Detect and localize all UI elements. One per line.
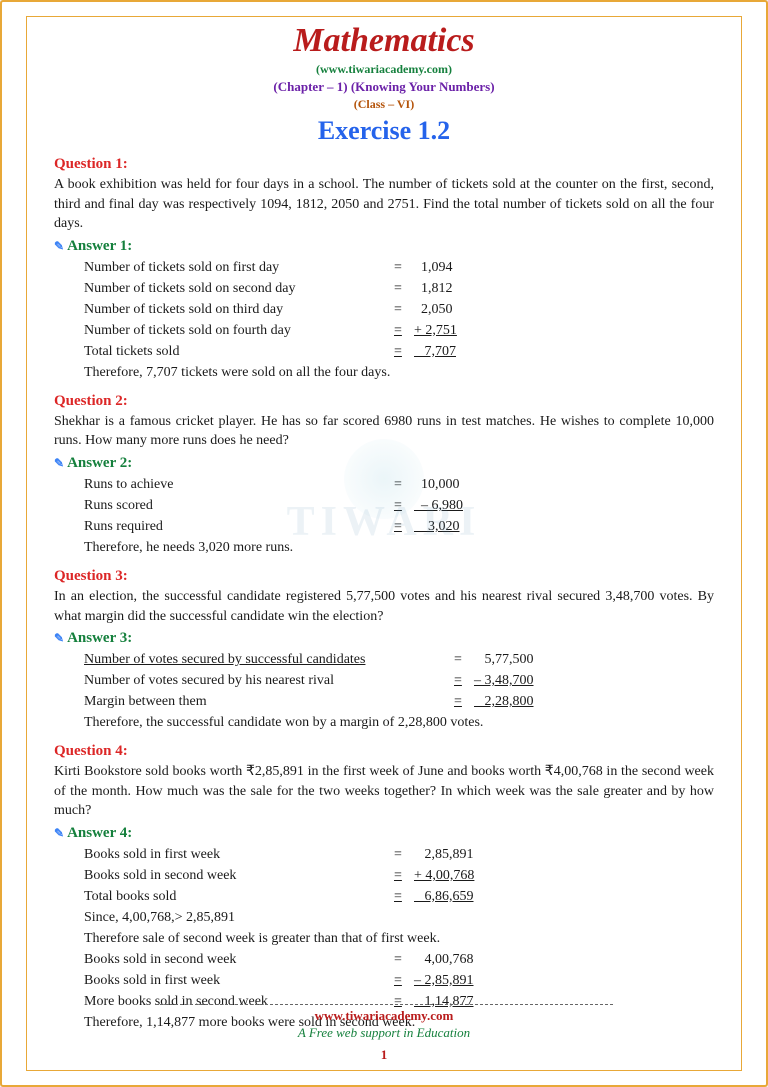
comparison-line: Therefore sale of second week is greater… xyxy=(54,928,714,949)
website-line: (www.tiwariacademy.com) xyxy=(32,62,736,77)
calc-desc: Number of votes secured by successful ca… xyxy=(84,649,454,670)
calc-desc: Number of tickets sold on third day xyxy=(84,299,394,320)
document-page: TIWARI Mathematics (www.tiwariacademy.co… xyxy=(0,0,768,1087)
question-label: Question 2: xyxy=(54,393,714,410)
question-label: Question 1: xyxy=(54,156,714,173)
calc-desc: Books sold in first week xyxy=(84,970,394,991)
content-body: Question 1: A book exhibition was held f… xyxy=(32,156,736,1033)
calc-desc: Number of tickets sold on first day xyxy=(84,257,394,278)
calc-desc: Number of votes secured by his nearest r… xyxy=(84,670,454,691)
calc-value: + 4,00,768 xyxy=(414,865,474,886)
document-header: Mathematics (www.tiwariacademy.com) (Cha… xyxy=(32,22,736,146)
calc-desc: Books sold in first week xyxy=(84,844,394,865)
calc-desc: Books sold in second week xyxy=(84,949,394,970)
calc-desc: Total tickets sold xyxy=(84,341,394,362)
calc-value: 1,812 xyxy=(414,278,453,299)
calc-value: 2,050 xyxy=(414,299,453,320)
calc-value: 1,094 xyxy=(414,257,453,278)
class-line: (Class – VI) xyxy=(32,97,736,112)
calc-value: 2,28,800 xyxy=(474,691,534,712)
conclusion: Therefore, the successful candidate won … xyxy=(54,712,714,733)
document-footer: www.tiwariacademy.com A Free web support… xyxy=(2,1004,766,1063)
calc-value: 2,85,891 xyxy=(414,844,474,865)
conclusion: Therefore, 7,707 tickets were sold on al… xyxy=(54,362,714,383)
comparison-line: Since, 4,00,768,> 2,85,891 xyxy=(54,907,714,928)
calculation-block: Runs to achieve= 10,000 Runs scored= – 6… xyxy=(54,474,714,537)
calc-desc: Books sold in second week xyxy=(84,865,394,886)
question-text: Shekhar is a famous cricket player. He h… xyxy=(54,412,714,451)
calculation-block: Number of tickets sold on first day= 1,0… xyxy=(54,257,714,362)
calculation-block: Number of votes secured by successful ca… xyxy=(54,649,714,712)
calculation-block: Books sold in first week= 2,85,891 Books… xyxy=(54,844,714,907)
answer-label: Answer 1: xyxy=(54,238,714,255)
calc-value: – 6,980 xyxy=(414,495,463,516)
page-number: 1 xyxy=(2,1047,766,1063)
answer-label: Answer 3: xyxy=(54,630,714,647)
calc-value: + 2,751 xyxy=(414,320,457,341)
calc-desc: Number of tickets sold on second day xyxy=(84,278,394,299)
calc-desc: Total books sold xyxy=(84,886,394,907)
question-label: Question 4: xyxy=(54,743,714,760)
subject-title: Mathematics xyxy=(32,22,736,60)
answer-label: Answer 4: xyxy=(54,825,714,842)
calc-value: 7,707 xyxy=(414,341,456,362)
calc-value: 10,000 xyxy=(414,474,460,495)
calc-value: – 2,85,891 xyxy=(414,970,474,991)
exercise-title: Exercise 1.2 xyxy=(32,116,736,146)
question-label: Question 3: xyxy=(54,568,714,585)
footer-url: www.tiwariacademy.com xyxy=(155,1004,613,1024)
calc-desc: Number of tickets sold on fourth day xyxy=(84,320,394,341)
conclusion: Therefore, he needs 3,020 more runs. xyxy=(54,537,714,558)
calc-desc: Runs scored xyxy=(84,495,394,516)
calc-value: 6,86,659 xyxy=(414,886,474,907)
calc-value: 3,020 xyxy=(414,516,460,537)
calc-desc: Runs required xyxy=(84,516,394,537)
calc-desc: Runs to achieve xyxy=(84,474,394,495)
calc-value: 4,00,768 xyxy=(414,949,474,970)
calc-value: 5,77,500 xyxy=(474,649,534,670)
footer-tagline: A Free web support in Education xyxy=(2,1025,766,1041)
question-text: A book exhibition was held for four days… xyxy=(54,175,714,234)
question-text: In an election, the successful candidate… xyxy=(54,587,714,626)
calculation-block: Books sold in second week= 4,00,768 Book… xyxy=(54,949,714,1012)
chapter-line: (Chapter – 1) (Knowing Your Numbers) xyxy=(32,79,736,95)
answer-label: Answer 2: xyxy=(54,455,714,472)
question-text: Kirti Bookstore sold books worth ₹2,85,8… xyxy=(54,762,714,821)
calc-value: – 3,48,700 xyxy=(474,670,534,691)
calc-desc: Margin between them xyxy=(84,691,454,712)
